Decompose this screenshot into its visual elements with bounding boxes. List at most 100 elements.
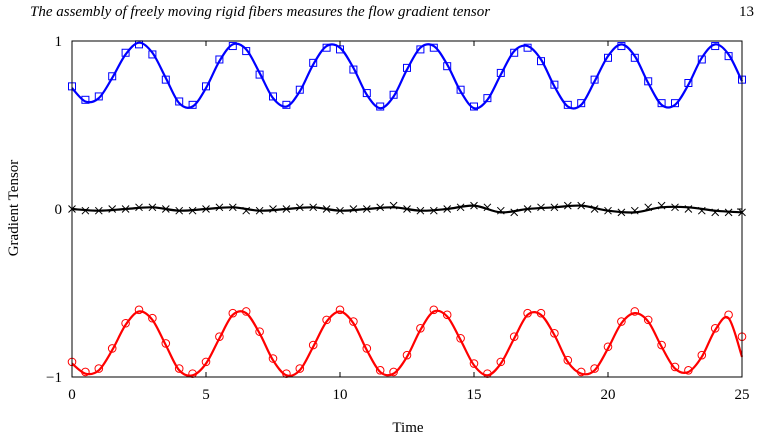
data-point (282, 100, 291, 109)
data-point (710, 323, 720, 333)
data-point (590, 75, 599, 84)
data-point (470, 201, 478, 210)
data-point (644, 77, 653, 86)
data-point (389, 90, 398, 99)
data-point (94, 206, 103, 215)
data-point (403, 63, 411, 72)
data-point (108, 72, 117, 81)
data-point (215, 55, 224, 64)
data-point (496, 206, 505, 215)
data-point (403, 205, 411, 213)
data-point (657, 99, 666, 108)
y-axis-label: Gradient Tensor (6, 160, 22, 257)
x-tick-label: 10 (333, 387, 348, 403)
data-point (523, 308, 532, 318)
data-point (550, 203, 559, 212)
data-point (496, 68, 505, 77)
data-point (416, 206, 425, 215)
data-point (375, 365, 385, 375)
data-point (724, 52, 733, 61)
data-point (671, 99, 679, 108)
data-point (537, 57, 545, 66)
data-point (81, 206, 90, 215)
tick-layer: 0 5 10 15 20 25 −1 0 1 (46, 34, 749, 403)
data-point (269, 92, 277, 101)
data-point (429, 43, 438, 52)
data-point (188, 206, 197, 215)
data-point (617, 317, 626, 326)
data-point (563, 201, 572, 210)
data-point (202, 205, 210, 213)
data-point (684, 365, 693, 375)
data-point (107, 344, 117, 353)
data-point (282, 205, 291, 213)
data-point (630, 206, 639, 215)
data-point (308, 340, 318, 350)
data-point (255, 206, 264, 215)
data-point (322, 205, 331, 213)
data-point (617, 208, 626, 217)
data-point (604, 206, 612, 215)
data-point (349, 65, 358, 74)
data-point (174, 364, 184, 373)
data-point (657, 201, 666, 210)
data-point (362, 89, 371, 98)
data-point (724, 310, 733, 320)
data-point (711, 208, 720, 217)
y-tick-label: −1 (46, 370, 62, 386)
data-point (470, 102, 478, 111)
running-title: The assembly of freely moving rigid fibe… (30, 4, 491, 20)
data-point (697, 206, 706, 215)
data-point (228, 308, 238, 318)
data-point (483, 203, 492, 212)
data-point (443, 62, 452, 71)
y-tick-label: 1 (55, 34, 63, 50)
data-point (322, 315, 331, 325)
data-point (121, 318, 130, 328)
data-point (268, 354, 278, 363)
data-point (630, 307, 640, 316)
data-point (456, 334, 465, 343)
data-point (697, 350, 707, 360)
data-point (295, 364, 305, 373)
data-point (724, 208, 733, 217)
data-point (510, 48, 519, 57)
data-point (121, 48, 130, 57)
data-point (630, 53, 639, 62)
data-point (81, 95, 90, 104)
data-point (523, 43, 532, 52)
data-point (496, 357, 506, 367)
data-point (617, 42, 626, 51)
data-point (510, 208, 519, 217)
y-tick-label: 0 (55, 202, 63, 218)
data-point (335, 305, 345, 315)
data-point (376, 102, 385, 111)
data-point (188, 100, 197, 109)
data-point (590, 205, 599, 213)
data-point (711, 42, 720, 51)
data-point (550, 80, 559, 89)
data-point (175, 206, 184, 215)
data-point (94, 92, 103, 101)
data-point (603, 342, 613, 352)
data-point (657, 340, 666, 350)
data-point (684, 205, 693, 213)
data-point (576, 367, 586, 377)
data-point (536, 308, 546, 318)
data-point (336, 206, 344, 215)
data-point (161, 75, 170, 84)
x-axis-label: Time (392, 420, 423, 436)
series-2 (67, 305, 747, 378)
x-tick-label: 25 (735, 387, 750, 403)
data-point (228, 42, 237, 51)
data-point (416, 45, 425, 54)
data-point (215, 203, 224, 212)
data-point (108, 205, 117, 213)
data-point (201, 357, 211, 367)
data-point (509, 332, 519, 341)
data-point (148, 313, 157, 323)
x-tick-label: 5 (202, 387, 210, 403)
data-point (644, 203, 653, 212)
data-point (349, 317, 358, 326)
